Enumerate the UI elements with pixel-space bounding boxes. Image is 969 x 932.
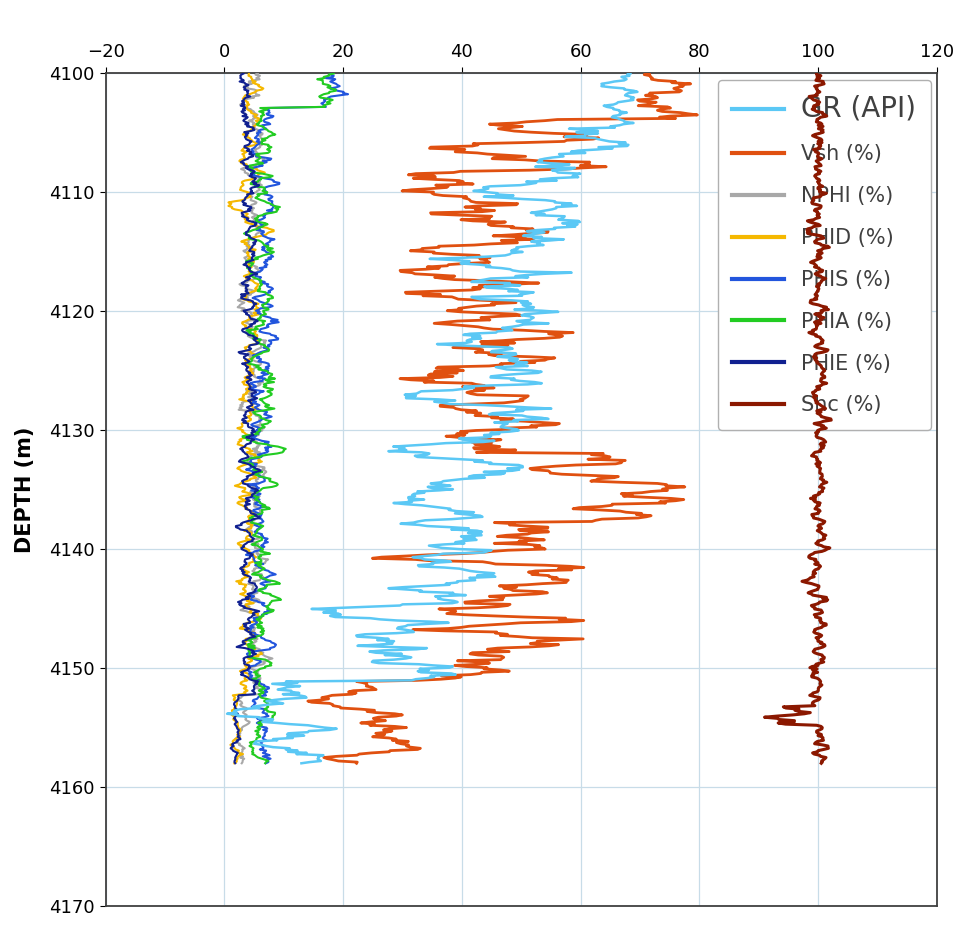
Legend: GR (API), Vsh (%), NPHI (%), PHID (%), PHIS (%), PHIA (%), PHIE (%), Shc (%): GR (API), Vsh (%), NPHI (%), PHID (%), P… [718,80,930,430]
Y-axis label: DEPTH (m): DEPTH (m) [15,427,35,553]
